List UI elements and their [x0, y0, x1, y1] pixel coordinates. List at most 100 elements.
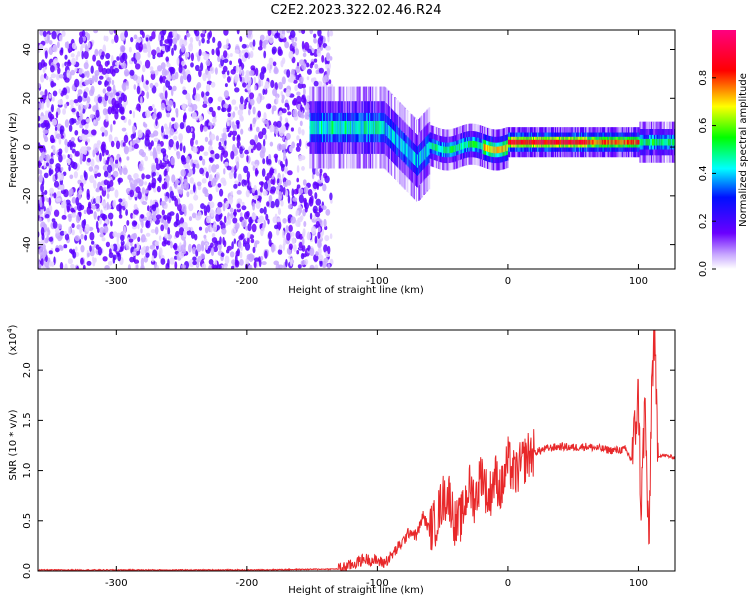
spectrogram-noise-cell [327, 245, 331, 255]
spectrogram-noise-cell [109, 157, 114, 166]
spectrogram-signal-cell [553, 139, 556, 145]
spectrogram-noise-cell [259, 207, 264, 214]
spectrogram-noise-cell [169, 128, 175, 136]
spectrogram-signal-cell [540, 139, 542, 145]
spectrogram-noise-cell [78, 189, 83, 195]
spectrogram-noise-cell [315, 168, 319, 176]
spectrogram-noise-cell [99, 216, 102, 225]
colorbar-tick-label: 0.8 [698, 70, 709, 86]
spectrogram-signal-cell [667, 138, 670, 146]
spectrogram-noise-cell [317, 81, 323, 87]
spectrogram-noise-cell [138, 46, 143, 53]
spectrogram-noise-cell [237, 240, 242, 249]
spectrogram-noise-cell [164, 233, 169, 239]
spectrogram-noise-cell [152, 113, 156, 120]
spectrogram-signal-cell [569, 139, 572, 145]
spectrogram-noise-cell [58, 137, 62, 145]
spectrogram-noise-cell [92, 168, 99, 175]
spectrogram-noise-cell [233, 208, 237, 218]
spectrogram-noise-cell [131, 57, 135, 62]
spectrogram-noise-cell [120, 115, 126, 121]
spectrogram-noise-cell [325, 52, 331, 60]
spectrogram-noise-cell [154, 157, 159, 164]
spectrogram-noise-cell [159, 92, 164, 100]
spectrogram-noise-cell [261, 127, 267, 136]
spectrogram-noise-cell [221, 107, 227, 113]
spectrogram-noise-cell [247, 237, 250, 245]
spectrogram-noise-cell [214, 67, 218, 75]
spectrogram-signal-cell [576, 139, 579, 145]
spectrogram-noise-cell [301, 30, 306, 35]
spectrogram-noise-cell [172, 37, 178, 45]
spectrogram-noise-cell [89, 231, 95, 241]
spectrogram-noise-cell [270, 79, 275, 89]
spectrogram-noise-cell [119, 45, 126, 53]
spectrogram-noise-cell [192, 260, 197, 266]
spectrogram-noise-cell [284, 122, 290, 128]
spectrogram-signal-cell [486, 144, 488, 152]
spectrogram-noise-cell [236, 30, 240, 35]
spectrogram-noise-cell [174, 197, 178, 207]
spectrogram-signal-cell [539, 139, 541, 145]
spectrogram-noise-cell [264, 134, 268, 140]
spectrogram-noise-cell [240, 128, 244, 135]
spectrogram-signal-cell [411, 149, 414, 163]
spectrogram-noise-cell [306, 111, 310, 120]
spectrogram-noise-cell [89, 175, 95, 184]
spectrogram-signal-cell [621, 139, 624, 145]
spectrogram-signal-cell [535, 139, 537, 145]
spectrogram-noise-cell [51, 118, 58, 126]
spectrogram-noise-cell [276, 32, 281, 38]
spectrogram-noise-cell [51, 104, 54, 113]
spectrogram-noise-cell [57, 223, 63, 230]
spectrogram-noise-cell [151, 182, 156, 189]
spectrogram-signal-cell [652, 138, 654, 146]
spectrogram-noise-cell [204, 136, 209, 143]
spectrogram-noise-cell [49, 30, 53, 34]
snr-y-tick-label: 0.0 [22, 563, 33, 579]
spectrogram-noise-cell [39, 30, 44, 36]
spectrogram-noise-cell [210, 247, 215, 256]
spectrogram-noise-cell [224, 264, 228, 269]
spectrogram-noise-cell [250, 148, 254, 154]
spectrogram-noise-cell [107, 164, 113, 173]
spectrogram-signal-cell [328, 121, 330, 135]
spectrogram-noise-cell [277, 178, 280, 184]
spectrogram-noise-cell [176, 151, 181, 160]
spectrogram-signal-cell [638, 139, 641, 145]
spectrogram-noise-cell [101, 237, 106, 242]
spectrogram-noise-cell [292, 41, 297, 47]
spectrogram-signal-cell [567, 139, 569, 145]
spectrogram-noise-cell [254, 167, 258, 177]
spectrogram-noise-cell [38, 82, 41, 89]
spectrogram-noise-cell [49, 158, 54, 165]
spectrogram-noise-cell [135, 51, 141, 61]
spectrogram-noise-cell [160, 258, 166, 265]
spectrogram-noise-cell [208, 164, 212, 174]
spectrogram-signal-cell [545, 139, 548, 145]
spectrogram-noise-cell [141, 173, 145, 180]
spectrogram-noise-cell [309, 62, 313, 69]
spectrogram-signal-cell [455, 144, 458, 152]
spectrogram-noise-cell [65, 199, 71, 205]
spectrogram-noise-cell [179, 143, 183, 152]
spectrogram-signal-cell [561, 139, 563, 145]
spectrogram-signal-cell [568, 139, 571, 145]
spectrogram-noise-cell [201, 37, 205, 44]
spectrogram-noise-cell [100, 54, 105, 60]
spectrogram-noise-cell [120, 234, 125, 242]
spectrogram-noise-cell [103, 170, 109, 178]
spectrogram-noise-cell [64, 103, 68, 109]
spectrogram-noise-cell [222, 202, 226, 212]
spectrogram-signal-cell [407, 145, 410, 159]
spectrogram-noise-cell [255, 67, 259, 77]
spectrogram-signal-cell [310, 121, 313, 135]
spectrogram-noise-cell [123, 134, 129, 144]
spectrogram-noise-cell [94, 147, 99, 153]
spectrogram-noise-cell [204, 120, 209, 128]
spectrogram-noise-cell [75, 214, 81, 224]
spectrogram-noise-cell [165, 79, 171, 88]
spectrogram-noise-cell [60, 47, 64, 53]
spectrogram-signal-cell [511, 139, 513, 145]
